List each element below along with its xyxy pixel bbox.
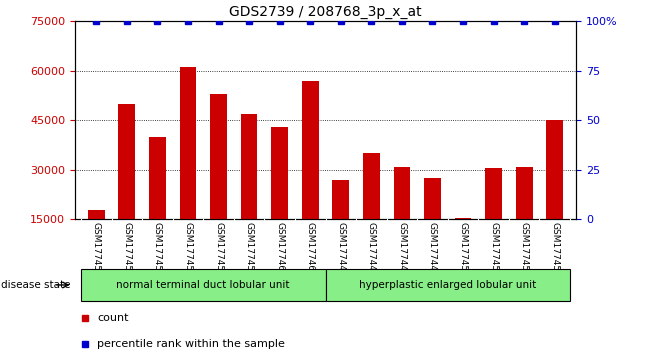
Text: GSM177449: GSM177449	[428, 222, 437, 276]
Text: GSM177454: GSM177454	[92, 222, 101, 276]
Bar	[118, 104, 135, 219]
Text: GSM177446: GSM177446	[337, 222, 345, 276]
Text: GSM177453: GSM177453	[550, 222, 559, 277]
Text: GSM177458: GSM177458	[214, 222, 223, 277]
Text: hyperplastic enlarged lobular unit: hyperplastic enlarged lobular unit	[359, 280, 536, 290]
Text: percentile rank within the sample: percentile rank within the sample	[98, 339, 285, 349]
Text: GSM177457: GSM177457	[184, 222, 193, 277]
Text: disease state: disease state	[1, 280, 71, 290]
Bar	[333, 180, 349, 219]
Bar	[454, 218, 471, 219]
Bar	[271, 127, 288, 219]
Bar	[516, 167, 533, 219]
Bar	[546, 120, 563, 219]
Title: GDS2739 / 208768_3p_x_at: GDS2739 / 208768_3p_x_at	[229, 5, 422, 19]
Bar	[210, 94, 227, 219]
Text: GSM177448: GSM177448	[397, 222, 406, 276]
Text: GSM177456: GSM177456	[153, 222, 162, 277]
Text: GSM177452: GSM177452	[519, 222, 529, 276]
Text: GSM177460: GSM177460	[275, 222, 284, 277]
Bar	[88, 210, 105, 219]
Bar	[302, 81, 318, 219]
Bar	[241, 114, 258, 219]
Bar	[424, 178, 441, 219]
Text: GSM177455: GSM177455	[122, 222, 132, 277]
Bar	[326, 269, 570, 301]
Bar	[81, 269, 326, 301]
Bar	[363, 153, 380, 219]
Bar	[149, 137, 166, 219]
Bar	[485, 168, 502, 219]
Text: GSM177461: GSM177461	[306, 222, 314, 277]
Text: GSM177459: GSM177459	[245, 222, 254, 277]
Bar	[393, 167, 410, 219]
Text: GSM177450: GSM177450	[458, 222, 467, 277]
Text: GSM177451: GSM177451	[489, 222, 498, 277]
Text: normal terminal duct lobular unit: normal terminal duct lobular unit	[117, 280, 290, 290]
Text: GSM177447: GSM177447	[367, 222, 376, 276]
Bar	[180, 68, 197, 219]
Text: count: count	[98, 313, 129, 323]
